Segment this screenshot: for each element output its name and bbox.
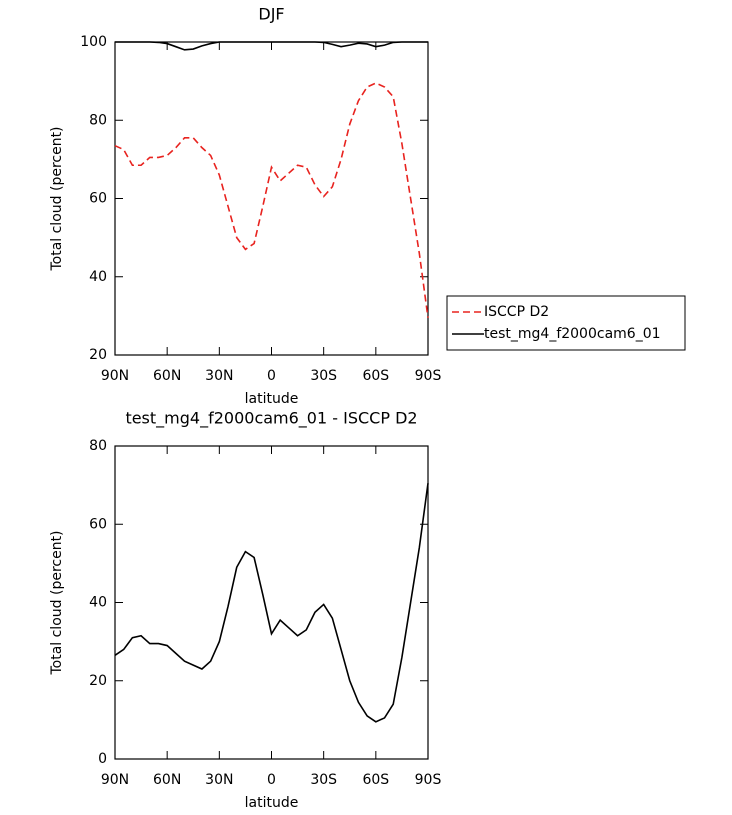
x-tick-label: 0 [267,368,276,384]
x-tick-label: 90N [101,772,129,788]
y-tick-label: 40 [89,595,107,611]
y-tick-label: 60 [89,516,107,532]
x-tick-label: 0 [267,772,276,788]
x-axis-label: latitude [245,795,299,811]
y-tick-label: 20 [89,673,107,689]
series-line [115,41,428,51]
chart-title: test_mg4_f2000cam6_01 - ISCCP D2 [125,409,417,429]
y-tick-label: 0 [98,751,107,767]
x-tick-label: 60N [153,772,181,788]
x-tick-label: 90S [415,772,442,788]
y-tick-label: 60 [89,191,107,207]
y-tick-label: 20 [89,347,107,363]
x-tick-label: 30N [205,368,233,384]
series-line [114,483,429,723]
x-tick-label: 30N [205,772,233,788]
y-tick-label: 80 [89,438,107,454]
x-tick-label: 60S [362,368,389,384]
plot-frame [114,41,429,356]
legend-label: ISCCP D2 [484,304,549,320]
y-tick-label: 100 [80,34,107,50]
series-line [114,82,429,318]
x-axis-label: latitude [245,391,299,407]
legend-box [446,295,686,351]
x-tick-label: 60N [153,368,181,384]
x-tick-label: 30S [310,368,337,384]
plot-frame [114,445,429,760]
legend-label: test_mg4_f2000cam6_01 [484,326,661,342]
chart-title: DJF [258,5,284,24]
x-tick-label: 90S [415,368,442,384]
x-tick-label: 30S [310,772,337,788]
y-axis-label: Total cloud (percent) [49,530,65,675]
x-tick-label: 90N [101,368,129,384]
y-axis-label: Total cloud (percent) [49,126,65,271]
y-tick-label: 80 [89,112,107,128]
y-tick-label: 40 [89,269,107,285]
x-tick-label: 60S [362,772,389,788]
